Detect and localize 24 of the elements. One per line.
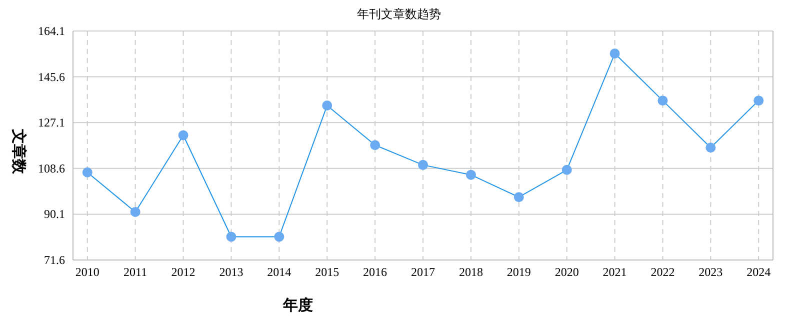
x-tick-label: 2012	[171, 265, 196, 279]
x-tick-label: 2013	[219, 265, 244, 279]
y-tick-label: 71.6	[44, 253, 65, 267]
x-tick-label: 2016	[363, 265, 388, 279]
x-tick-label: 2020	[554, 265, 579, 279]
y-tick-label: 108.6	[38, 161, 65, 176]
x-tick-label: 2022	[650, 265, 675, 279]
y-tick-label: 127.1	[38, 116, 65, 130]
x-tick-label: 2019	[506, 265, 531, 279]
x-tick-label: 2024	[746, 265, 771, 279]
y-axis-title: 文章数	[10, 128, 28, 175]
x-axis-title: 年度	[282, 296, 313, 314]
x-tick-label: 2014	[267, 265, 292, 279]
x-tick-label: 2015	[315, 265, 340, 279]
y-tick-label: 90.1	[44, 207, 65, 222]
x-tick-label: 2011	[124, 265, 148, 279]
chart-title: 年刊文章数趋势	[357, 7, 441, 21]
y-tick-label: 164.1	[38, 24, 65, 38]
x-tick-label: 2021	[602, 265, 627, 279]
x-tick-label: 2023	[698, 265, 723, 279]
y-tick-label: 145.6	[38, 70, 65, 84]
x-tick-label: 2010	[75, 265, 100, 279]
x-tick-label: 2018	[458, 265, 483, 279]
x-tick-label: 2017	[411, 265, 435, 279]
